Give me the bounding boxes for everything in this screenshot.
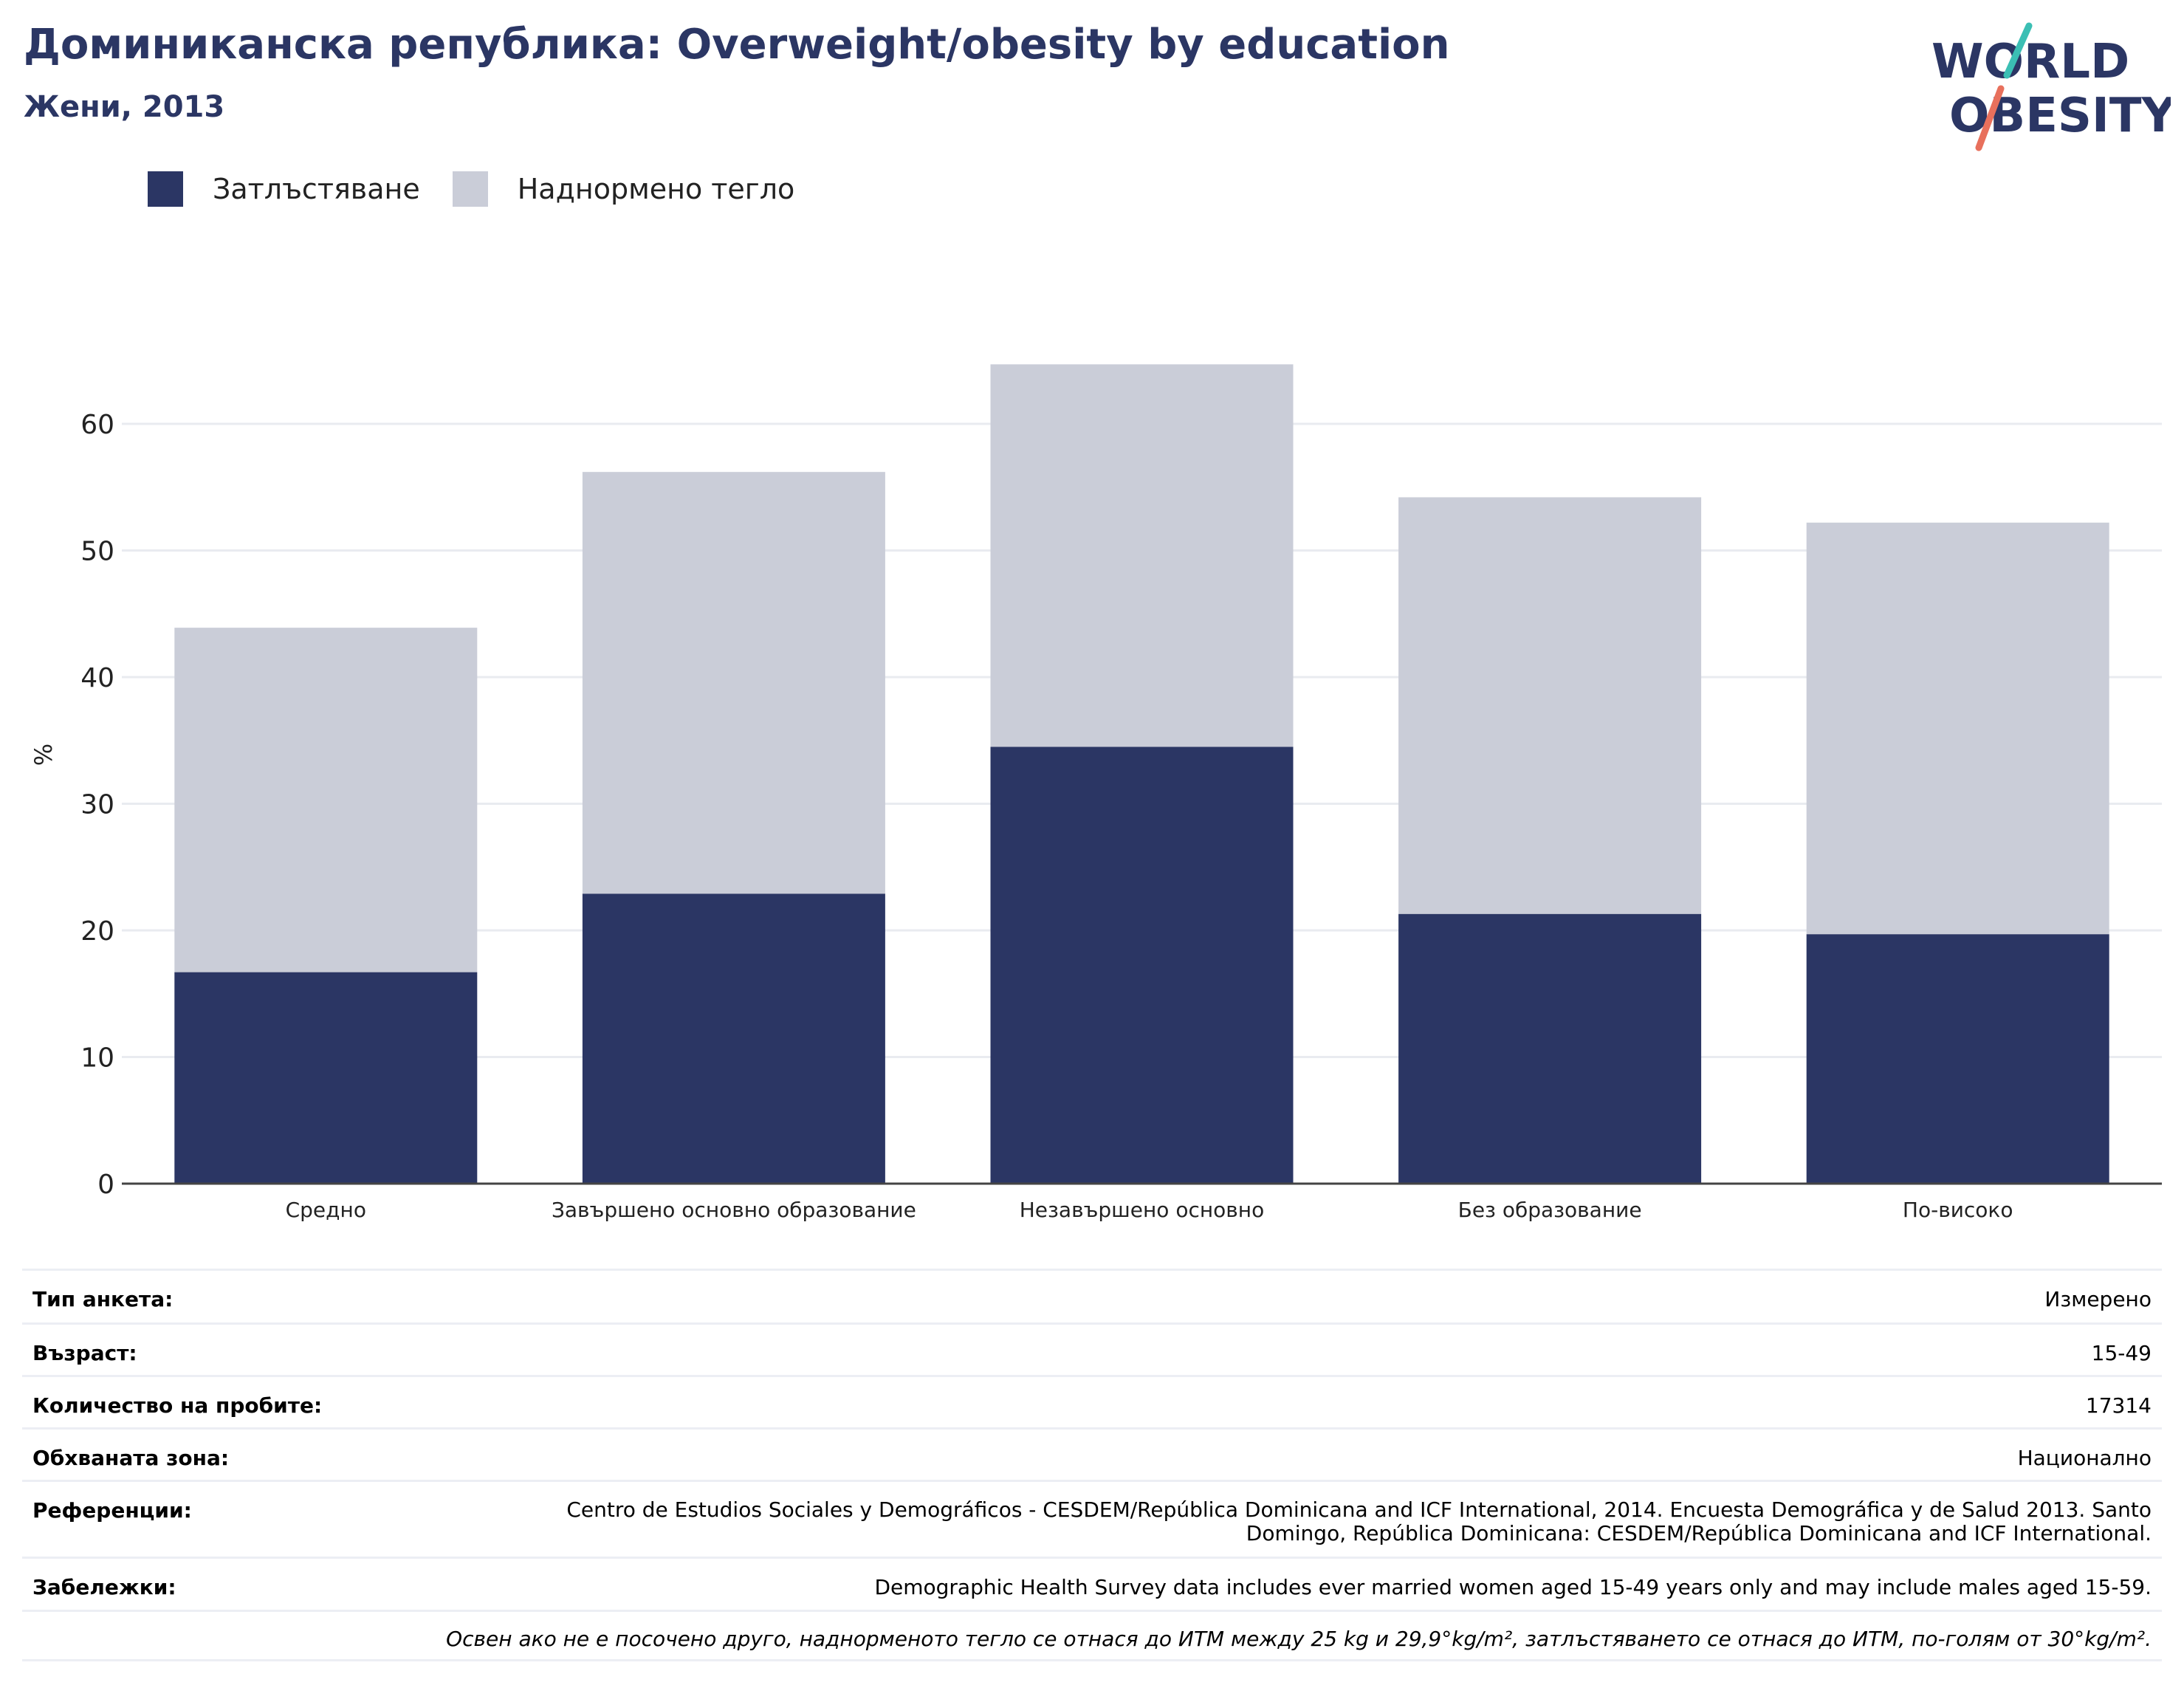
legend-label-obesity: Затлъстяване (213, 173, 420, 205)
y-axis-label: % (30, 744, 58, 766)
chart-subtitle: Жени, 2013 (24, 90, 225, 124)
meta-label: Обхваната зона: (32, 1446, 230, 1470)
logo-line1: WORLD (1931, 35, 2129, 89)
bar-overweight (174, 628, 478, 972)
x-tick-label: Незавършено основно (1020, 1198, 1264, 1222)
y-tick-label: 60 (80, 410, 114, 440)
meta-row-area: Обхваната зона: Национално (22, 1427, 2162, 1480)
y-tick-label: 20 (80, 916, 114, 947)
y-tick-label: 40 (80, 663, 114, 693)
meta-value: Национално (2017, 1446, 2152, 1470)
meta-row-sample-size: Количество на пробите: 17314 (22, 1375, 2162, 1427)
bar-overweight (990, 364, 1294, 747)
meta-label: Тип анкета: (32, 1287, 174, 1311)
bar-obesity (174, 972, 478, 1184)
meta-label: Забележки: (32, 1575, 176, 1599)
y-tick-label: 10 (80, 1043, 114, 1074)
meta-value: Измерено (2044, 1287, 2152, 1311)
bar-overweight (1398, 497, 1702, 914)
meta-row-survey-type: Тип анкета: Измерено (22, 1269, 2162, 1322)
chart-title: Доминиканска република: Overweight/obesi… (24, 21, 1450, 69)
legend-swatch-obesity (148, 171, 183, 207)
meta-value: 15-49 (2091, 1341, 2152, 1365)
meta-label: Възраст: (32, 1341, 137, 1365)
meta-label: Референции: (32, 1498, 192, 1523)
legend-item-obesity: Затлъстяване (148, 171, 435, 207)
stacked-bar-chart: 0 10 20 30 40 50 60% Средно Завършено основно об… (30, 364, 2162, 1222)
metadata-table: Тип анкета: Измерено Възраст: 15-49 Коли… (22, 1269, 2162, 1661)
meta-value: Centro de Estudios Sociales y Demográfic… (566, 1497, 2152, 1545)
bar-overweight (582, 472, 885, 894)
y-tick-label: 30 (80, 790, 114, 820)
y-tick-label: 0 (97, 1170, 114, 1200)
y-tick-label: 50 (80, 537, 114, 567)
meta-value: 17314 (2085, 1393, 2152, 1418)
world-obesity-logo: WORLD OBESITY (1931, 22, 2171, 151)
meta-row-notes: Забележки: Demographic Health Survey dat… (22, 1557, 2162, 1610)
bar-obesity (582, 893, 885, 1184)
bar-obesity (990, 747, 1294, 1184)
x-tick-label: Без образование (1458, 1198, 1642, 1222)
logo-slash-teal (2003, 22, 2033, 79)
meta-row-age: Възраст: 15-49 (22, 1322, 2162, 1375)
bar-overweight (1806, 522, 2109, 935)
legend-label-overweight: Наднормено тегло (517, 173, 795, 205)
logo-slash-coral (1975, 85, 2005, 151)
legend-item-overweight: Наднормено тегло (452, 171, 810, 207)
x-tick-label: Завършено основно образование (552, 1198, 916, 1222)
chart-legend: Затлъстяване Наднормено тегло (148, 170, 827, 208)
bar-obesity (1806, 934, 2109, 1184)
meta-row-references: Референции: Centro de Estudios Sociales … (22, 1480, 2162, 1557)
meta-label: Количество на пробите: (32, 1393, 323, 1418)
definition-note: Освен ако не е посочено друго, наднормен… (22, 1610, 2162, 1661)
x-tick-label: По-високо (1903, 1198, 2013, 1222)
bar-obesity (1398, 913, 1702, 1184)
x-tick-label: Средно (286, 1198, 366, 1222)
meta-value: Demographic Health Survey data includes … (874, 1575, 2152, 1599)
legend-swatch-overweight (452, 171, 488, 207)
